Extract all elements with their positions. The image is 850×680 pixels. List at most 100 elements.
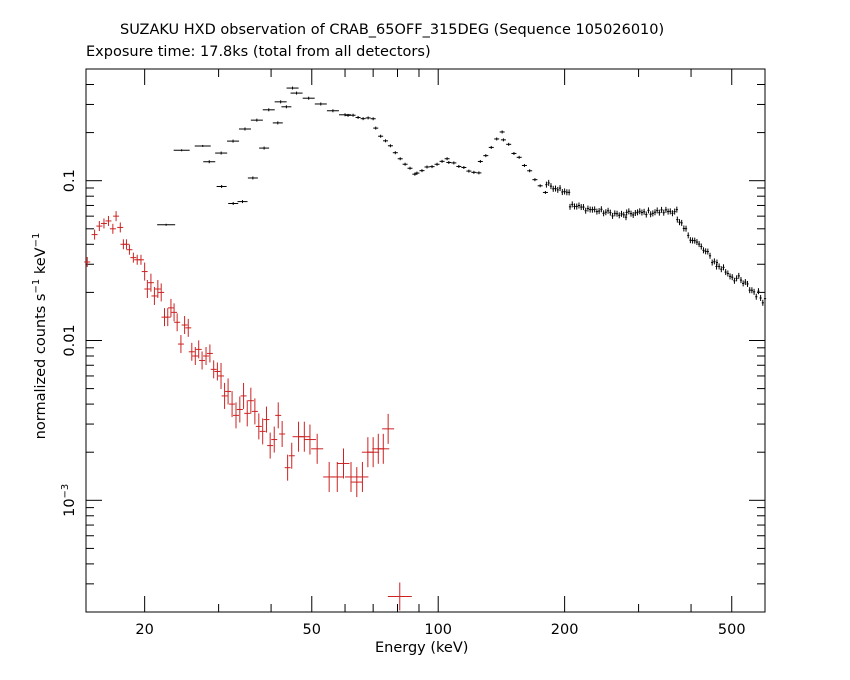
data-point [689,237,692,244]
data-point [461,165,467,169]
data-point [595,208,598,215]
data-point [228,201,239,205]
chart-subtitle: Exposure time: 17.8ks (total from all de… [86,44,431,60]
data-point [259,418,266,445]
data-point [483,154,489,158]
data-point [281,105,292,109]
data-point [757,288,760,295]
data-point [739,277,743,284]
data-point [744,279,747,286]
data-point [147,273,154,292]
data-point [687,232,690,239]
data-point [195,340,202,359]
y-tick-label: 10−3 [60,484,78,517]
data-point [638,208,641,215]
data-point [494,137,500,141]
data-point [728,273,732,280]
x-tick-label: 20 [135,622,153,638]
data-point [537,184,543,188]
data-point [521,163,527,167]
data-point [451,161,457,165]
data-point [609,209,612,216]
data-point [419,169,425,173]
data-point [456,164,462,168]
data-point [624,214,628,221]
data-point [554,185,557,192]
data-point [658,209,661,216]
data-point [640,209,644,216]
data-point [216,184,227,188]
data-point [247,176,258,180]
data-point [598,208,601,215]
data-point [476,171,482,175]
data-point [656,207,659,214]
data-point [584,207,587,214]
data-point [203,346,210,365]
data-point [274,100,287,104]
data-point [345,113,351,117]
data-point [244,400,251,427]
data-point [582,204,585,211]
data-point [337,448,350,479]
data-point [571,201,574,208]
data-point [130,252,137,263]
data-point [429,165,435,169]
data-point [229,391,236,418]
data-point [286,86,299,90]
data-point [407,166,413,170]
data-point [763,295,767,302]
data-point [575,203,578,210]
data-point [611,212,614,219]
data-point [726,270,729,277]
data-point [604,209,607,216]
data-point [105,215,112,226]
data-point [558,185,562,192]
data-point [154,280,161,299]
data-point [733,277,736,284]
data-point [382,413,395,444]
data-point [645,211,648,218]
data-point [552,185,555,192]
data-point [698,241,701,248]
data-point [695,239,699,246]
data-point [752,288,756,295]
data-point [303,424,316,455]
data-point [506,142,512,146]
data-point [387,144,393,148]
data-point [402,162,408,166]
data-point [174,313,181,332]
data-point [367,437,380,468]
data-point [279,420,286,447]
data-point [377,433,390,464]
chart-title: SUZAKU HXD observation of CRAB_65OFF_315… [120,22,665,38]
data-point [615,210,619,217]
data-point [653,209,657,216]
data-point [326,109,339,113]
data-point [660,206,663,213]
data-point [164,308,171,327]
data-point [84,256,91,267]
data-point [192,346,199,365]
y-tick-label: 0.01 [62,324,78,356]
data-point [547,179,550,186]
data-point [556,186,559,193]
data-point [627,208,630,215]
data-point [173,149,190,152]
data-point [378,134,384,138]
data-point [271,426,278,453]
data-point [642,208,646,215]
data-point [761,299,764,306]
data-point [267,432,274,459]
data-point [671,210,674,217]
data-point [720,266,723,273]
data-point [586,205,590,212]
data-point [240,382,247,409]
data-point [573,203,576,210]
data-point [568,203,572,210]
data-point [298,421,311,452]
data-point [339,113,352,117]
data-point [718,263,721,270]
data-point [206,344,213,363]
data-point [126,244,133,255]
